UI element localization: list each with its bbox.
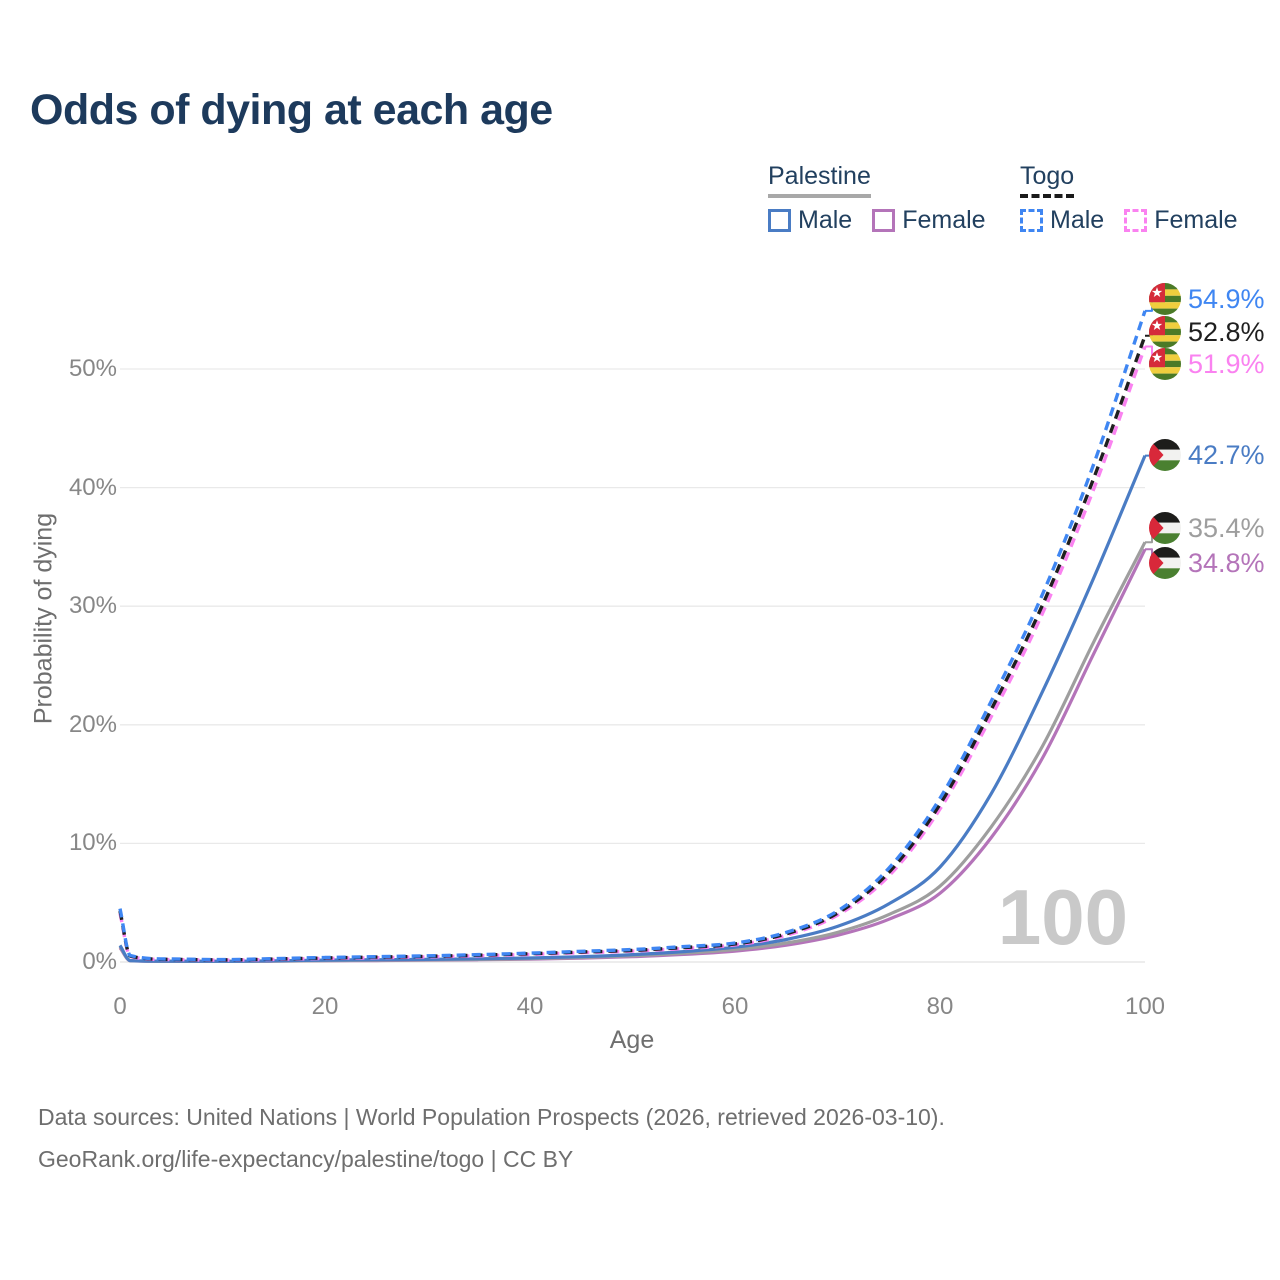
legend-group-togo: Togo Male Female <box>1020 162 1238 235</box>
series-line-togo-female <box>118 345 1147 962</box>
end-value-label-togo-male: 54.9% <box>1149 283 1265 315</box>
y-tick-label: 10% <box>68 829 117 856</box>
palestine-male-swatch-icon <box>768 209 791 232</box>
legend-item-label: Male <box>1050 206 1105 234</box>
y-tick-label: 20% <box>68 711 117 738</box>
togo-flag-icon <box>1149 316 1181 348</box>
legend-group-title-togo[interactable]: Togo <box>1020 162 1075 198</box>
end-value-text: 54.9% <box>1188 283 1265 314</box>
y-tick-label: 0% <box>82 948 117 975</box>
series-line-palestine-female <box>118 548 1147 964</box>
legend-item-label: Female <box>902 206 986 234</box>
series-line-togo <box>118 335 1147 962</box>
palestine-female-swatch-icon <box>872 209 896 232</box>
legend-item-label: Male <box>798 206 853 234</box>
end-value-label-palestine-male: 42.7% <box>1149 439 1265 471</box>
end-value-text: 52.8% <box>1188 316 1265 347</box>
end-value-text: 34.8% <box>1188 547 1265 578</box>
legend-item-togo-female[interactable]: Female <box>1124 206 1238 235</box>
y-tick-label: 50% <box>68 355 117 382</box>
footer-attribution: GeoRank.org/life-expectancy/palestine/to… <box>38 1146 574 1172</box>
footer: Data sources: United Nations | World Pop… <box>38 1096 945 1180</box>
y-tick-label: 30% <box>68 592 117 619</box>
palestine-flag-icon <box>1149 547 1181 579</box>
end-value-text: 35.4% <box>1188 512 1265 543</box>
footer-data-sources: Data sources: United Nations | World Pop… <box>38 1104 945 1130</box>
x-tick-label: 0 <box>113 993 127 1020</box>
x-tick-label: 40 <box>516 993 544 1020</box>
x-axis-title: Age <box>609 1026 655 1054</box>
series-line-palestine-male <box>118 454 1147 963</box>
x-tick-label: 60 <box>721 993 749 1020</box>
legend-group-palestine: Palestine Male Female <box>768 162 986 235</box>
y-axis-title: Probability of dying <box>29 512 58 725</box>
y-tick-label: 40% <box>68 474 117 501</box>
page-title: Odds of dying at each age <box>30 86 553 134</box>
legend-item-palestine-female[interactable]: Female <box>872 206 986 235</box>
palestine-flag-icon <box>1149 439 1181 471</box>
series-line-togo-male <box>118 310 1147 962</box>
end-value-text: 51.9% <box>1188 348 1265 379</box>
togo-female-swatch-icon <box>1124 209 1148 232</box>
palestine-flag-icon <box>1149 512 1181 544</box>
age-indicator-watermark: 100 <box>997 873 1128 961</box>
end-value-label-togo: 52.8% <box>1149 316 1265 348</box>
series-line-palestine <box>118 541 1147 963</box>
legend-item-palestine-male[interactable]: Male <box>768 206 852 235</box>
end-value-label-palestine-female: 34.8% <box>1149 547 1265 579</box>
x-tick-label: 100 <box>1124 993 1166 1020</box>
end-value-label-palestine: 35.4% <box>1149 512 1265 544</box>
togo-flag-icon <box>1149 348 1181 380</box>
end-value-label-togo-female: 51.9% <box>1149 348 1265 380</box>
togo-flag-icon <box>1149 283 1181 315</box>
end-value-text: 42.7% <box>1188 439 1265 470</box>
legend-item-togo-male[interactable]: Male <box>1020 206 1104 235</box>
x-tick-label: 80 <box>926 993 954 1020</box>
togo-male-swatch-icon <box>1020 209 1043 232</box>
legend-item-label: Female <box>1154 206 1238 234</box>
x-tick-label: 20 <box>311 993 339 1020</box>
legend-group-title-palestine[interactable]: Palestine <box>768 162 871 198</box>
